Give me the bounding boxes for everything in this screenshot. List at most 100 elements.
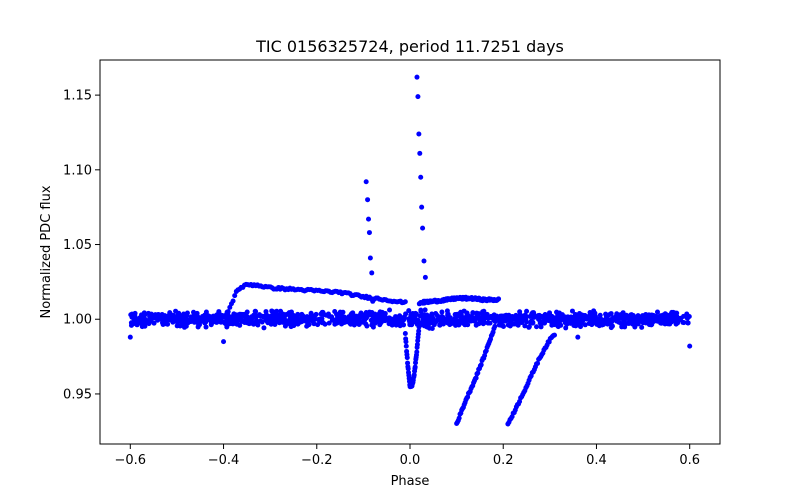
data-point-baseline (128, 312, 134, 318)
x-axis-title: Phase (391, 474, 430, 489)
data-point-baseline (476, 321, 482, 327)
data-point-baseline (227, 321, 233, 327)
data-point-baseline (138, 317, 144, 323)
data-point-baseline (351, 322, 357, 328)
data-point-baseline (325, 311, 331, 317)
data-point-ramp-1 (473, 375, 479, 381)
data-point-spike-1 (363, 179, 369, 185)
data-point-baseline (668, 319, 674, 325)
data-point-baseline (527, 314, 533, 320)
data-point-baseline (253, 309, 259, 315)
data-point-spike-2 (416, 131, 422, 137)
data-point-baseline (192, 314, 198, 320)
data-point-baseline (439, 314, 445, 320)
data-point-baseline (396, 319, 402, 325)
data-point-baseline (338, 311, 344, 317)
data-point-baseline (680, 319, 686, 325)
data-point-baseline (642, 313, 648, 319)
data-point-baseline (144, 319, 150, 325)
data-point-plateau-segment-1 (225, 309, 231, 315)
data-point-baseline (606, 312, 612, 318)
data-point-baseline (534, 324, 540, 330)
data-point-baseline (306, 322, 312, 328)
data-point-ramp-1 (465, 394, 471, 400)
data-point-dip (404, 355, 410, 361)
x-tick-label: 0.4 (586, 453, 607, 468)
data-point-baseline (360, 319, 366, 325)
data-point-baseline (408, 312, 414, 318)
data-point-spike-1 (366, 216, 372, 222)
data-point-baseline (216, 309, 222, 315)
data-point-baseline (547, 311, 553, 317)
data-point-baseline (379, 310, 385, 316)
data-point-baseline (272, 322, 278, 328)
data-point-baseline (557, 319, 563, 325)
data-point-baseline (142, 323, 148, 329)
data-point-baseline (561, 317, 567, 323)
data-point-baseline (336, 316, 342, 322)
data-point-baseline (597, 322, 603, 328)
data-point-baseline (599, 318, 605, 324)
data-point-spike-2 (418, 174, 424, 180)
data-point-baseline (347, 320, 353, 326)
data-point-plateau-segment-1 (232, 293, 238, 299)
data-point-baseline (329, 317, 335, 323)
ticks-layer: −0.6 −0.4 −0.2 0.0 0.2 0.4 0.6 0.95 1.00 1.05 1.10… (63, 89, 700, 468)
data-point-baseline (538, 320, 544, 326)
data-point-baseline (445, 320, 451, 326)
data-point-baseline (189, 318, 195, 324)
chart-title: TIC 0156325724, period 11.7251 days (255, 37, 564, 56)
data-point-baseline (439, 309, 445, 315)
data-point-baseline (393, 314, 399, 320)
data-point-baseline (567, 317, 573, 323)
data-point-baseline (370, 319, 376, 325)
data-point-baseline (422, 307, 428, 313)
data-point-baseline (221, 320, 227, 326)
data-point-baseline (209, 318, 215, 324)
data-point-baseline (318, 311, 324, 317)
data-point-baseline (418, 308, 424, 314)
data-point-baseline (240, 312, 246, 317)
data-point-baseline (133, 319, 139, 325)
data-point-baseline (128, 322, 134, 328)
data-point-baseline (541, 317, 547, 323)
data-point-plateau-segment-2 (496, 296, 502, 302)
data-point-baseline (597, 312, 603, 318)
data-point-baseline (535, 313, 541, 319)
data-point-baseline (628, 312, 634, 318)
data-point-baseline (464, 310, 470, 316)
data-point-small-dips (687, 343, 693, 349)
data-point-dip (414, 349, 420, 355)
data-point-baseline (573, 323, 579, 329)
data-point-baseline (400, 315, 406, 321)
data-point-baseline (617, 315, 623, 321)
data-point-baseline (524, 308, 530, 314)
data-point-baseline (319, 320, 325, 326)
data-point-baseline (654, 309, 660, 315)
y-tick-label: 1.15 (63, 89, 92, 104)
data-point-baseline (591, 319, 597, 325)
data-point-baseline (239, 318, 245, 324)
data-point-baseline (583, 316, 589, 322)
data-point-ramp-1 (478, 362, 484, 368)
data-point-dip (405, 366, 411, 372)
data-point-baseline (675, 318, 681, 324)
data-point-ramp-1 (491, 326, 497, 332)
data-point-baseline (409, 322, 415, 328)
data-point-baseline (272, 313, 278, 319)
data-point-baseline (576, 312, 582, 318)
data-point-baseline (334, 311, 340, 317)
y-tick-label: 1.00 (63, 313, 92, 328)
data-point-baseline (220, 314, 226, 320)
data-point-baseline (251, 312, 257, 318)
data-point-baseline (578, 320, 584, 326)
data-point-baseline (582, 322, 588, 328)
data-point-small-dips (221, 339, 227, 345)
data-point-baseline (232, 316, 238, 322)
data-point-spike-2 (421, 258, 427, 264)
data-point-baseline (148, 314, 154, 320)
data-point-baseline (440, 321, 446, 327)
data-point-baseline (288, 319, 294, 325)
data-point-baseline (510, 316, 516, 322)
data-point-spike-2 (417, 150, 423, 156)
